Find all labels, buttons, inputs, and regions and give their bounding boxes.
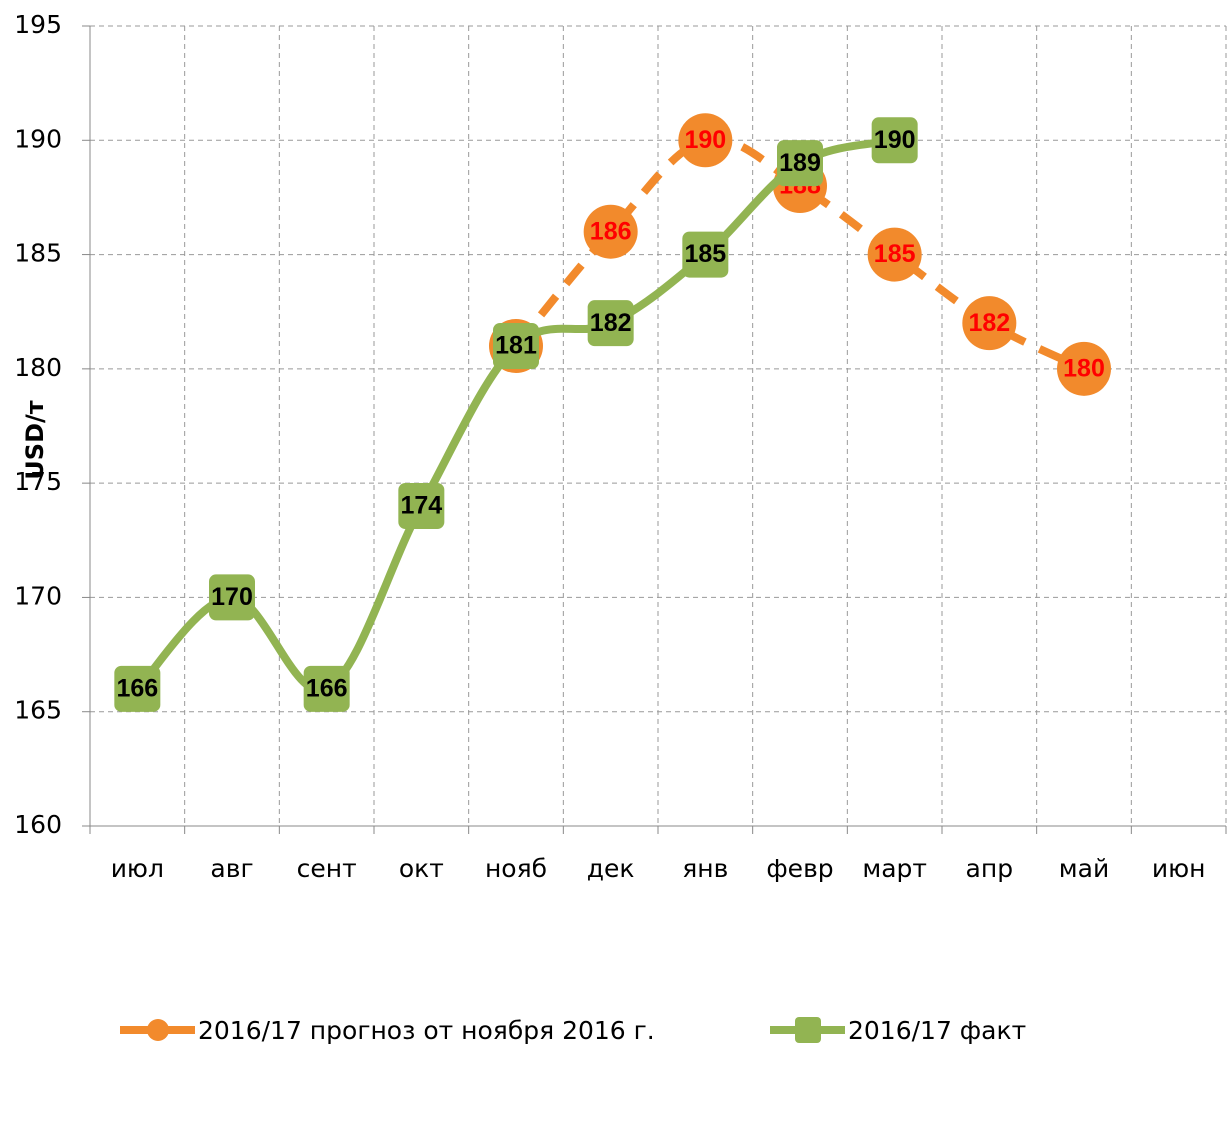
- marker: [1057, 341, 1111, 396]
- marker: [587, 300, 634, 347]
- data-label: 186: [590, 217, 632, 245]
- x-tick-label: май: [1059, 854, 1109, 883]
- marker: [493, 323, 539, 369]
- legend-marker: [147, 1019, 169, 1041]
- x-tick-label: дек: [587, 854, 635, 883]
- y-tick-label: 190: [14, 124, 62, 153]
- y-axis-label: USD/т: [21, 400, 49, 479]
- marker: [867, 227, 922, 282]
- y-tick-label: 185: [14, 239, 62, 268]
- marker: [114, 665, 161, 712]
- y-tick-label: 165: [14, 696, 62, 725]
- x-tick-label: сент: [297, 854, 357, 883]
- marker: [303, 665, 350, 712]
- y-tick-label: 160: [14, 810, 62, 839]
- data-label: 185: [684, 240, 726, 268]
- y-tick-label: 180: [14, 353, 62, 382]
- marker: [871, 117, 918, 164]
- y-tick-label: 170: [14, 581, 62, 610]
- data-label: 182: [590, 309, 632, 337]
- marker: [678, 113, 733, 168]
- marker: [209, 574, 255, 621]
- x-tick-label: окт: [399, 854, 444, 883]
- legend-marker: [795, 1017, 821, 1043]
- x-tick-label: апр: [966, 854, 1014, 883]
- data-label: 170: [211, 583, 253, 611]
- x-tick-label: июн: [1152, 854, 1206, 883]
- x-tick-label: июл: [111, 854, 164, 883]
- x-tick-label: февр: [766, 854, 833, 883]
- series-line: [133, 136, 899, 695]
- data-label: 185: [874, 240, 916, 268]
- legend-label: 2016/17 прогноз от ноября 2016 г.: [198, 1016, 655, 1045]
- data-label: 190: [684, 126, 726, 154]
- legend-label: 2016/17 факт: [848, 1016, 1026, 1045]
- x-tick-label: авг: [210, 854, 253, 883]
- data-label: 181: [495, 332, 537, 360]
- y-tick-label: 195: [14, 10, 62, 39]
- marker: [777, 140, 823, 187]
- x-tick-label: нояб: [485, 854, 547, 883]
- data-label: 166: [116, 674, 158, 702]
- marker: [682, 231, 729, 278]
- data-label: 190: [874, 126, 916, 154]
- marker: [962, 296, 1017, 351]
- data-label: 166: [306, 674, 348, 702]
- data-label: 174: [400, 492, 442, 520]
- marker: [398, 483, 445, 529]
- y-tick-label: 175: [14, 467, 62, 496]
- x-tick-label: март: [862, 854, 927, 883]
- x-tick-label: янв: [682, 854, 728, 883]
- marker: [583, 204, 638, 259]
- data-label: 189: [779, 149, 821, 177]
- data-label: 180: [1063, 354, 1105, 382]
- data-label: 182: [968, 309, 1010, 337]
